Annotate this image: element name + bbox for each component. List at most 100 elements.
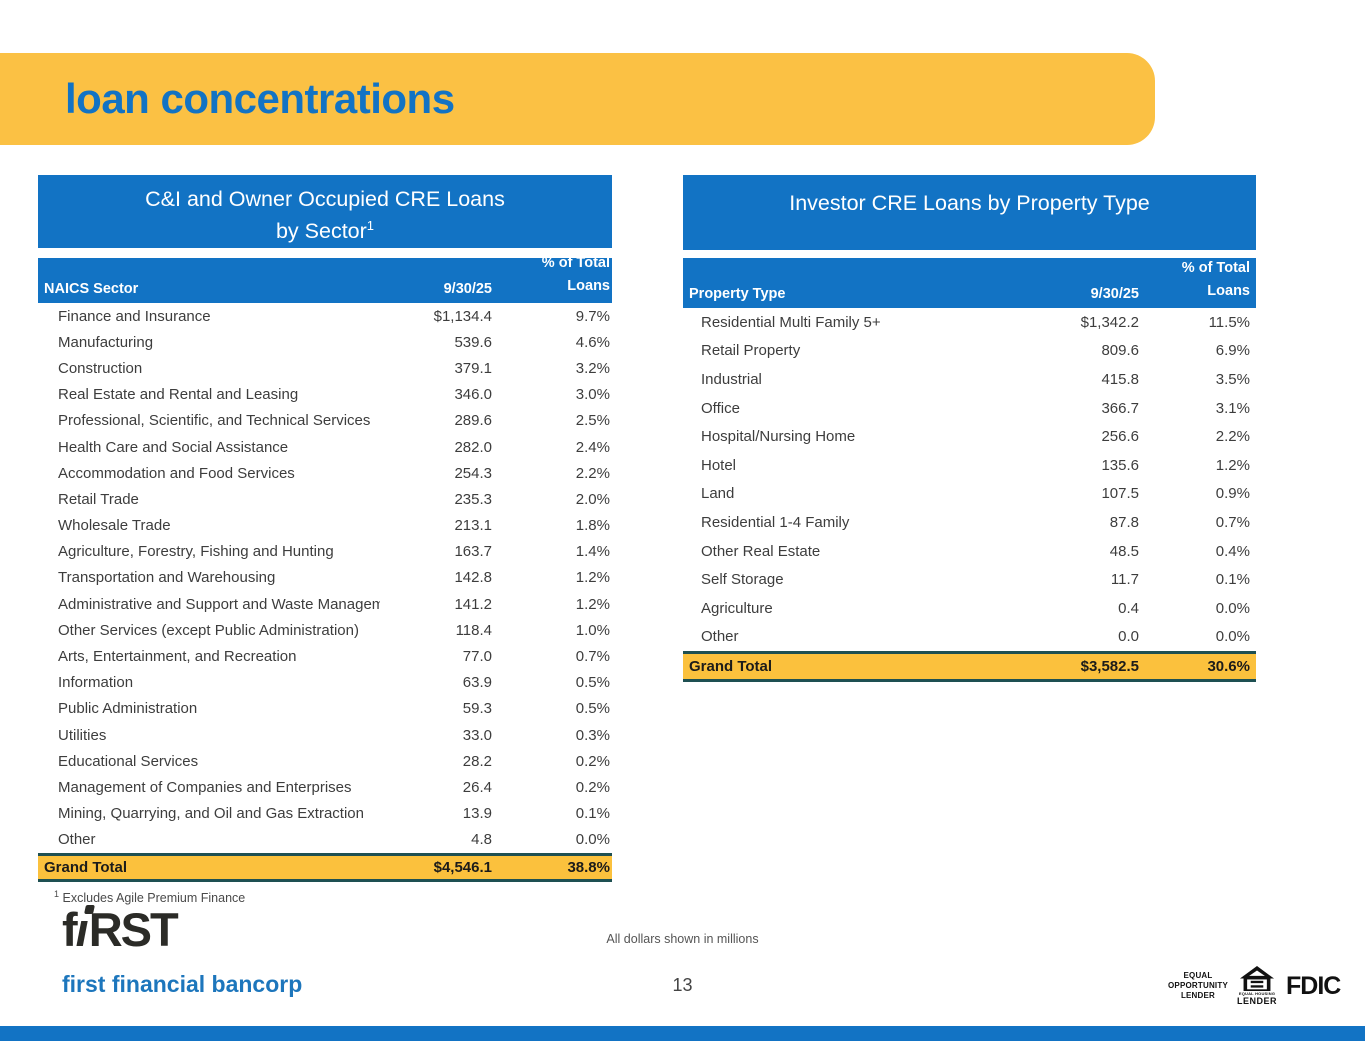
- cell-value: 539.6: [454, 333, 492, 351]
- table-row: Retail Property 809.6 6.9%: [683, 337, 1256, 366]
- right-col-pct-line2: Loans: [1207, 282, 1250, 299]
- footnote-marker: 1: [54, 888, 60, 899]
- left-grand-total-label: Grand Total: [44, 858, 128, 876]
- right-col-pct-line1: % of Total: [1181, 260, 1250, 277]
- cell-pct: 0.0%: [575, 831, 610, 849]
- left-col-date: 9/30/25: [443, 281, 492, 297]
- cell-pct: 9.7%: [575, 307, 610, 325]
- title-banner: loan concentrations: [0, 53, 1155, 145]
- cell-value: 28.2: [462, 752, 492, 770]
- cell-pct: 1.2%: [1215, 456, 1250, 474]
- cell-pct: 1.2%: [575, 569, 610, 587]
- table-row: Utilities 33.0 0.3%: [38, 722, 612, 748]
- right-grand-total-value: $3,582.5: [1080, 658, 1139, 676]
- table-row: Other Real Estate 48.5 0.4%: [683, 537, 1256, 566]
- first-financial-bancorp-label: first financial bancorp: [62, 971, 303, 997]
- cell-pct: 0.1%: [1215, 571, 1250, 589]
- cell-name: Other Services (except Public Administra…: [58, 621, 359, 639]
- table-row: Finance and Insurance $1,134.4 9.7%: [38, 303, 612, 329]
- cell-value: 256.6: [1101, 428, 1139, 446]
- table-row: Agriculture 0.4 0.0%: [683, 594, 1256, 623]
- cell-pct: 3.2%: [575, 359, 610, 377]
- cell-name: Real Estate and Rental and Leasing: [58, 386, 299, 404]
- cell-value: $1,134.4: [433, 307, 492, 325]
- cell-pct: 2.0%: [575, 490, 610, 508]
- cell-name: Residential 1-4 Family: [701, 513, 850, 531]
- left-table-title-line2: by Sector: [275, 219, 367, 244]
- left-col-pct: % of Total Loans: [492, 252, 612, 297]
- cell-name: Hospital/Nursing Home: [701, 428, 856, 446]
- cell-pct: 3.0%: [575, 386, 610, 404]
- table-row: Public Administration 59.3 0.5%: [38, 696, 612, 722]
- table-row: Other 4.8 0.0%: [38, 827, 612, 853]
- cell-name: Other Real Estate: [701, 542, 821, 560]
- table-row: Retail Trade 235.3 2.0%: [38, 486, 612, 512]
- logo-rst: RST: [88, 903, 179, 956]
- cell-name: Office: [701, 399, 740, 417]
- page-title: loan concentrations: [65, 75, 455, 122]
- cell-value: 0.0: [1118, 628, 1139, 646]
- left-col-sector: NAICS Sector: [44, 281, 139, 297]
- equal-opportunity-lender-label: EQUAL OPPORTUNITY LENDER: [1168, 971, 1228, 1000]
- cell-pct: 3.5%: [1215, 370, 1250, 388]
- logo-f: f: [62, 903, 78, 956]
- right-table-body: Residential Multi Family 5+ $1,342.2 11.5%…: [683, 308, 1256, 651]
- dollars-note: All dollars shown in millions: [606, 932, 759, 946]
- cell-pct: 0.3%: [575, 726, 610, 744]
- cell-value: 13.9: [462, 805, 492, 823]
- bottom-accent-bar: [0, 1026, 1365, 1041]
- cell-pct: 1.0%: [575, 621, 610, 639]
- left-col-pct-line2: Loans: [567, 277, 610, 294]
- cell-name: Information: [58, 674, 134, 692]
- cell-name: Wholesale Trade: [58, 517, 171, 535]
- cell-value: 289.6: [454, 412, 492, 430]
- cell-pct: 0.2%: [575, 752, 610, 770]
- cell-pct: 1.2%: [575, 595, 610, 613]
- table-row: Professional, Scientific, and Technical …: [38, 408, 612, 434]
- equal-housing-lender-logo: EQUAL HOUSING LENDER: [1237, 966, 1277, 1006]
- left-table-title-line1: C&I and Owner Occupied CRE Loans: [145, 187, 505, 211]
- logo-i: ı: [75, 903, 89, 956]
- equal-housing-house-icon: [1239, 966, 1275, 992]
- cell-pct: 11.5%: [1208, 313, 1250, 331]
- cell-value: 379.1: [454, 359, 492, 377]
- table-row: Wholesale Trade 213.1 1.8%: [38, 513, 612, 539]
- cell-name: Mining, Quarrying, and Oil and Gas Extra…: [58, 805, 364, 823]
- page-number: 13: [672, 975, 693, 995]
- left-table-header: NAICS Sector 9/30/25 % of Total Loans: [38, 255, 612, 303]
- cell-name: Industrial: [701, 370, 762, 388]
- cell-pct: 2.2%: [575, 464, 610, 482]
- right-table-title-line1: Investor CRE Loans by Property Type: [789, 191, 1150, 215]
- table-row: Real Estate and Rental and Leasing 346.0 3…: [38, 382, 612, 408]
- cell-value: 282.0: [454, 438, 492, 456]
- cell-value: 809.6: [1101, 342, 1139, 360]
- left-table-title: C&I and Owner Occupied CRE Loans by Sect…: [38, 175, 612, 248]
- left-grand-total-row: Grand Total $4,546.1 38.8%: [38, 852, 612, 882]
- cell-value: 415.8: [1101, 370, 1139, 388]
- right-table-title: Investor CRE Loans by Property Type: [683, 175, 1256, 250]
- cell-name: Accommodation and Food Services: [58, 464, 295, 482]
- cell-value: 254.3: [454, 464, 492, 482]
- company-logo: fıRST first financial bancorp: [62, 902, 302, 998]
- cell-value: 77.0: [462, 648, 492, 666]
- cell-name: Health Care and Social Assistance: [58, 438, 289, 456]
- cell-name: Agriculture, Forestry, Fishing and Hunti…: [58, 543, 334, 561]
- cell-value: 141.2: [454, 595, 492, 613]
- equal-housing-tiny-label: EQUAL HOUSING: [1238, 991, 1276, 996]
- table-row: Other 0.0 0.0%: [683, 623, 1256, 652]
- cell-value: 0.4: [1118, 599, 1139, 617]
- cell-value: 235.3: [454, 490, 492, 508]
- cell-name: Hotel: [701, 456, 737, 474]
- table-row: Management of Companies and Enterprises 2…: [38, 774, 612, 800]
- cell-name: Transportation and Warehousing: [58, 569, 276, 587]
- left-col-pct-line1: % of Total: [541, 255, 610, 272]
- table-row: Industrial 415.8 3.5%: [683, 365, 1256, 394]
- cell-pct: 2.5%: [575, 412, 610, 430]
- ci-owner-occupied-cre-panel: C&I and Owner Occupied CRE Loans by Sect…: [38, 175, 612, 905]
- cell-name: Administrative and Support and Waste Man…: [58, 595, 380, 613]
- table-row: Residential 1-4 Family 87.8 0.7%: [683, 508, 1256, 537]
- cell-pct: 0.5%: [575, 674, 610, 692]
- cell-pct: 3.1%: [1215, 399, 1250, 417]
- cell-name: Professional, Scientific, and Technical …: [58, 412, 371, 430]
